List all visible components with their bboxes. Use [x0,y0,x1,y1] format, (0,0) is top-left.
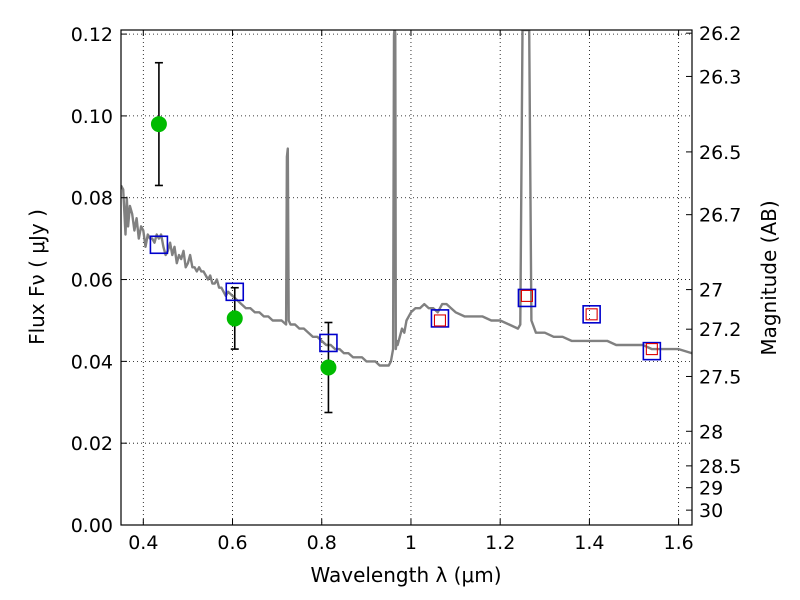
y-axis-right-label: Magnitude (AB) [757,200,781,355]
model-photometry-small-square [520,289,533,302]
mag-tick-label: 27.5 [699,366,741,388]
mag-tick-label: 30 [699,500,723,522]
observed-flux-point [226,310,243,327]
y-tick-label: 0.00 [71,515,113,537]
x-tick-label: 0.4 [128,532,158,554]
gridlines [121,30,692,526]
mag-tick-label: 26.5 [699,142,741,164]
mag-tick-label: 27 [699,280,723,302]
y-tick-label: 0.12 [71,24,113,46]
model-sed-layer [121,30,692,367]
mag-tick-label: 28 [699,421,723,443]
y-axis-label: Flux Fν ( μJy ) [25,209,49,345]
model-photometry-small-square [645,343,658,356]
y-tick-label: 0.02 [71,433,113,455]
observed-flux-point [150,116,167,133]
model-photometry-square [225,282,245,302]
x-tick-label: 1 [405,532,417,554]
mag-tick-label: 29 [699,478,723,500]
model-photometry-square [642,341,662,361]
sed-line [121,30,692,367]
y-tick-label: 0.10 [71,106,113,128]
photometry-layer [149,61,662,414]
y-tick-label: 0.06 [71,270,113,292]
model-photometry-square [319,333,338,353]
x-tick-label: 1.6 [664,532,694,554]
x-tick-label: 1.4 [574,532,604,554]
tick-labels: 0.4 0.6 0.8 1 1.2 1.4 1.6 0.00 0.02 0.04 0.06 0.08 0… [71,23,742,554]
model-photometry-small-square [433,314,447,327]
mag-tick-label: 26.2 [699,23,741,45]
ticks [121,30,692,526]
model-photometry-square [430,309,450,328]
x-tick-label: 0.6 [217,532,247,554]
model-photometry-square [149,235,169,255]
mag-tick-label: 26.3 [699,66,741,88]
x-axis-label: Wavelength λ (μm) [310,563,501,587]
model-photometry-square [582,305,601,324]
mag-tick-label: 28.5 [699,456,741,478]
model-photometry-square [517,288,537,308]
x-tick-label: 0.8 [307,532,337,554]
mag-tick-label: 27.2 [699,319,741,341]
x-tick-label: 1.2 [485,532,515,554]
y-tick-label: 0.04 [71,351,113,373]
y-tick-label: 0.08 [71,188,113,210]
model-photometry-small-square [585,308,598,321]
plot-frame [120,29,693,526]
mag-tick-label: 26.7 [699,205,741,227]
observed-flux-point [320,359,337,376]
